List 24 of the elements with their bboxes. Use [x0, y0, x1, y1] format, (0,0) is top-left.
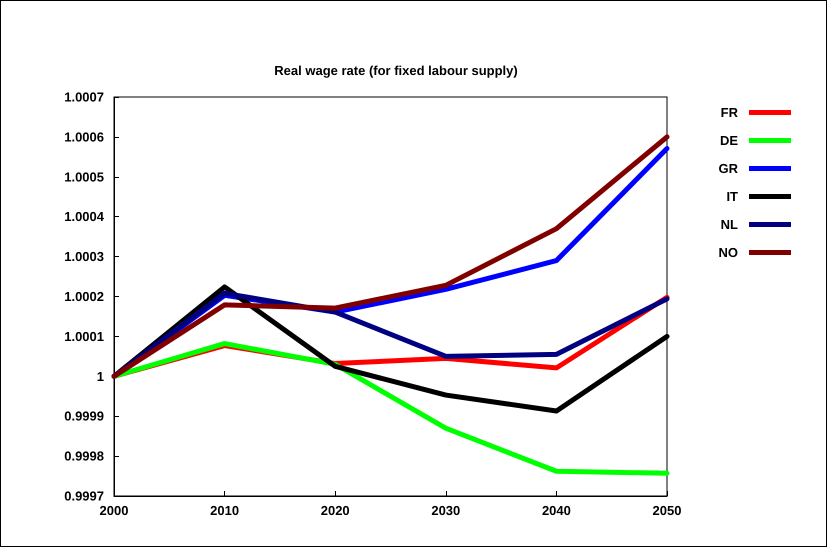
x-tick-label: 2040 [542, 503, 571, 518]
y-tick-label: 1.0002 [64, 289, 104, 304]
x-tick-label: 2050 [652, 503, 682, 518]
x-tick-label: 2020 [320, 503, 350, 518]
y-tick-label: 1.0001 [64, 328, 104, 344]
legend-label: NL [720, 217, 738, 232]
x-tick-label: 2000 [100, 503, 128, 518]
legend-label: DE [720, 133, 738, 148]
x-tick-label: 2030 [431, 503, 460, 518]
y-tick-label: 1.0003 [64, 249, 104, 264]
y-tick-label: 1.0007 [64, 90, 104, 104]
y-tick-label: 1.0006 [64, 129, 104, 144]
y-tick-label: 0.9997 [64, 488, 104, 504]
legend-label: GR [718, 161, 739, 176]
legend-label: NO [718, 245, 738, 260]
chart-title: Real wage rate (for fixed labour supply) [274, 63, 518, 78]
y-tick-label: 1.0004 [64, 209, 105, 224]
x-tick-label: 2010 [210, 503, 240, 518]
y-tick-label: 0.9998 [64, 448, 104, 464]
y-tick-label: 1 [96, 368, 104, 384]
legend-label: FR [720, 105, 739, 120]
y-tick-label: 1.0005 [64, 169, 104, 184]
legend-label: IT [726, 189, 738, 204]
y-tick-label: 0.9999 [64, 408, 104, 424]
